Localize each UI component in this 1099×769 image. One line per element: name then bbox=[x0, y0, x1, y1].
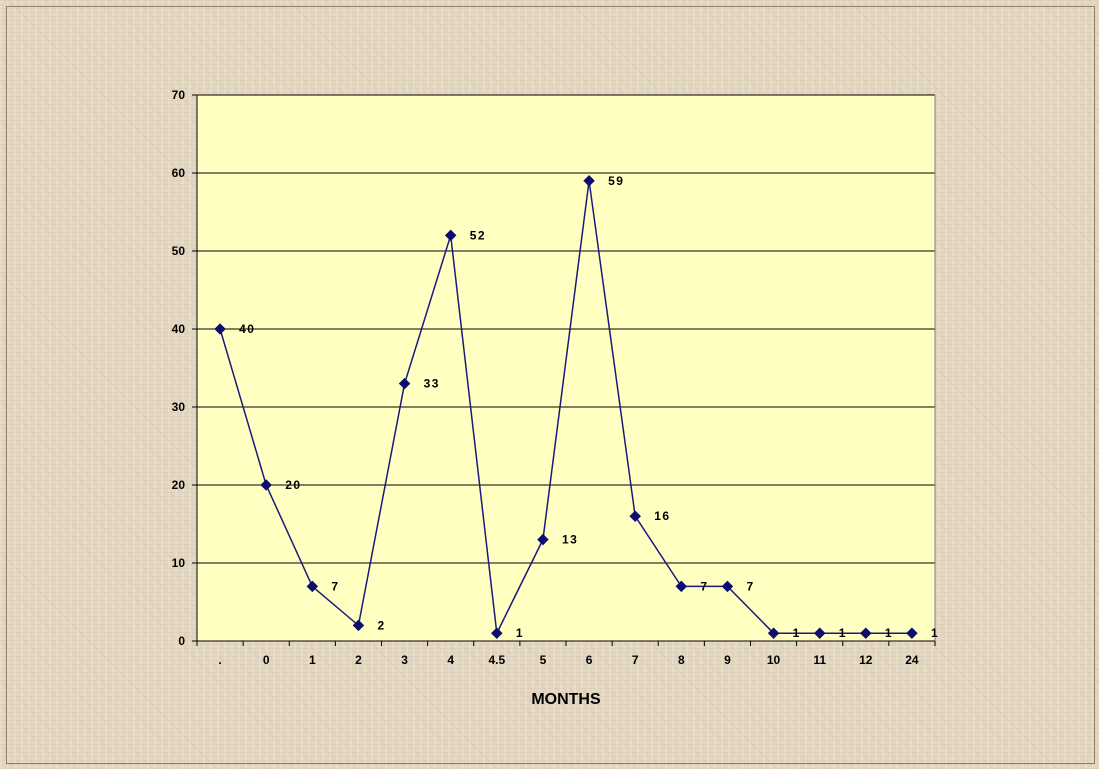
x-tick-label: 3 bbox=[401, 653, 408, 667]
x-tick-label: 11 bbox=[813, 653, 826, 667]
data-point-marker bbox=[906, 627, 918, 640]
data-label: 1 bbox=[516, 626, 524, 640]
y-tick-label: 0 bbox=[178, 634, 185, 648]
x-axis-ticks: . 0 1 2 3 4 4.5 5 6 7 8 9 10 11 12 24 bbox=[196, 641, 936, 667]
x-tick-label: 0 bbox=[263, 653, 270, 667]
data-point-marker bbox=[721, 580, 734, 593]
data-point-marker bbox=[306, 580, 319, 593]
y-tick-label: 70 bbox=[172, 88, 186, 102]
data-point-marker bbox=[583, 174, 595, 187]
series bbox=[214, 174, 918, 640]
data-label: 7 bbox=[700, 579, 708, 593]
plot-area bbox=[197, 95, 935, 641]
data-point-marker bbox=[490, 627, 503, 640]
data-label: 40 bbox=[239, 322, 255, 336]
data-label: 2 bbox=[377, 618, 385, 632]
x-tick-label: 2 bbox=[355, 653, 362, 667]
data-label: 13 bbox=[562, 533, 578, 547]
data-point-marker bbox=[352, 619, 365, 632]
y-axis-ticks: 0 10 20 30 40 50 60 70 bbox=[172, 88, 197, 648]
data-point-marker bbox=[629, 510, 642, 523]
data-point-marker bbox=[537, 533, 549, 546]
data-label: 1 bbox=[839, 626, 847, 640]
series-line bbox=[219, 180, 912, 636]
y-tick-label: 10 bbox=[172, 556, 186, 570]
x-tick-label: 4.5 bbox=[488, 653, 505, 667]
x-tick-label: 12 bbox=[859, 653, 873, 667]
x-tick-label: 10 bbox=[767, 653, 781, 667]
data-label: 1 bbox=[931, 626, 939, 640]
x-tick-label: 5 bbox=[540, 653, 547, 667]
data-label: 7 bbox=[746, 579, 754, 593]
y-tick-label: 40 bbox=[172, 322, 186, 336]
data-label: 16 bbox=[654, 509, 670, 523]
data-label: 1 bbox=[885, 626, 893, 640]
x-tick-label: 8 bbox=[678, 653, 685, 667]
data-label: 52 bbox=[470, 228, 486, 242]
data-label: 7 bbox=[331, 579, 339, 593]
y-tick-label: 50 bbox=[172, 244, 186, 258]
x-tick-label: 1 bbox=[309, 653, 316, 667]
x-axis-title: MONTHS bbox=[531, 691, 601, 708]
y-tick-label: 30 bbox=[172, 400, 186, 414]
x-tick-label: 6 bbox=[586, 653, 593, 667]
data-point-marker bbox=[214, 323, 226, 335]
data-point-marker bbox=[444, 229, 457, 242]
data-point-marker bbox=[398, 377, 411, 390]
data-label: 33 bbox=[424, 377, 440, 391]
data-label: 59 bbox=[608, 174, 624, 188]
data-point-marker bbox=[767, 627, 780, 640]
x-tick-label: 7 bbox=[632, 653, 639, 667]
data-labels: 40 20 7 2 33 52 1 13 59 16 7 7 1 1 1 1 bbox=[239, 174, 939, 640]
x-tick-label: 24 bbox=[905, 653, 919, 667]
data-point-marker bbox=[859, 627, 872, 640]
x-tick-label: . bbox=[218, 653, 221, 667]
x-tick-label: 4 bbox=[447, 653, 454, 667]
gridlines bbox=[197, 94, 936, 641]
y-tick-label: 20 bbox=[172, 478, 186, 492]
y-tick-label: 60 bbox=[172, 166, 186, 180]
data-label: 1 bbox=[793, 626, 801, 640]
data-point-marker bbox=[260, 479, 273, 491]
chart-frame bbox=[6, 6, 1095, 764]
data-point-marker bbox=[675, 580, 688, 593]
data-point-marker bbox=[813, 627, 826, 640]
x-tick-label: 9 bbox=[724, 653, 731, 667]
data-label: 20 bbox=[285, 478, 301, 492]
